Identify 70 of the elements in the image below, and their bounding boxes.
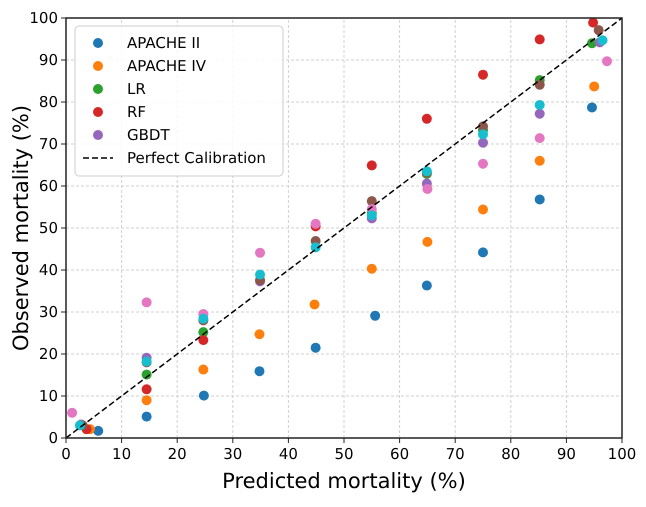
point: [598, 35, 608, 46]
point: [255, 270, 266, 280]
point: [366, 160, 377, 170]
legend-label: LR: [127, 80, 146, 98]
point: [198, 335, 208, 346]
legend-label: Perfect Calibration: [127, 149, 266, 167]
point: [534, 100, 545, 110]
point: [478, 138, 488, 148]
point: [310, 299, 320, 310]
point: [255, 248, 266, 258]
y-tick-label: 0: [48, 429, 58, 447]
y-tick-label: 10: [38, 387, 58, 405]
point: [478, 204, 488, 215]
point: [366, 264, 377, 274]
point: [589, 81, 600, 92]
x-tick-label: 10: [112, 445, 132, 463]
x-axis-title: Predicted mortality (%): [222, 469, 466, 493]
y-tick-label: 90: [38, 51, 58, 69]
point: [67, 408, 78, 418]
point: [478, 70, 488, 80]
legend-label: RF: [127, 103, 146, 121]
x-tick-label: 30: [223, 445, 242, 463]
point: [534, 156, 545, 166]
point: [198, 364, 208, 375]
x-tick-label: 90: [556, 445, 576, 463]
y-tick-label: 60: [38, 177, 58, 195]
point: [142, 412, 152, 422]
y-tick-label: 50: [38, 219, 58, 237]
y-tick-label: 20: [38, 345, 58, 363]
point: [142, 297, 152, 308]
point: [602, 56, 612, 66]
y-tick-label: 30: [38, 303, 58, 321]
y-tick-label: 80: [38, 93, 58, 111]
point: [586, 102, 597, 112]
point: [142, 395, 152, 406]
y-axis-title: Observed mortality (%): [9, 104, 33, 352]
point: [370, 310, 380, 321]
y-tick-label: 70: [38, 135, 58, 153]
x-tick-label: 0: [61, 445, 71, 463]
point: [534, 34, 545, 44]
point: [534, 108, 545, 119]
legend-label: APACHE IV: [127, 57, 207, 75]
point: [422, 184, 432, 194]
point: [594, 25, 604, 36]
x-tick-label: 40: [278, 445, 298, 463]
point: [254, 329, 264, 340]
legend-label: APACHE II: [127, 34, 200, 52]
x-tick-label: 20: [168, 445, 187, 463]
x-tick-label: 70: [446, 445, 465, 463]
point: [534, 80, 545, 90]
point: [93, 426, 104, 436]
point: [310, 342, 321, 353]
x-tick-label: 80: [501, 445, 520, 463]
point: [198, 390, 209, 401]
point: [254, 366, 264, 376]
point: [142, 384, 152, 394]
point: [310, 218, 321, 229]
point: [422, 280, 432, 291]
x-tick-label: 60: [390, 445, 410, 463]
point: [422, 236, 432, 247]
point: [478, 247, 488, 258]
point: [534, 133, 545, 144]
legend-label: GBDT: [127, 126, 170, 144]
y-tick-label: 40: [38, 261, 58, 279]
point: [534, 194, 545, 204]
y-tick-label: 100: [29, 9, 58, 27]
point: [478, 158, 488, 169]
point: [422, 114, 432, 124]
x-tick-label: 50: [334, 445, 354, 463]
x-tick-label: 100: [608, 445, 636, 463]
